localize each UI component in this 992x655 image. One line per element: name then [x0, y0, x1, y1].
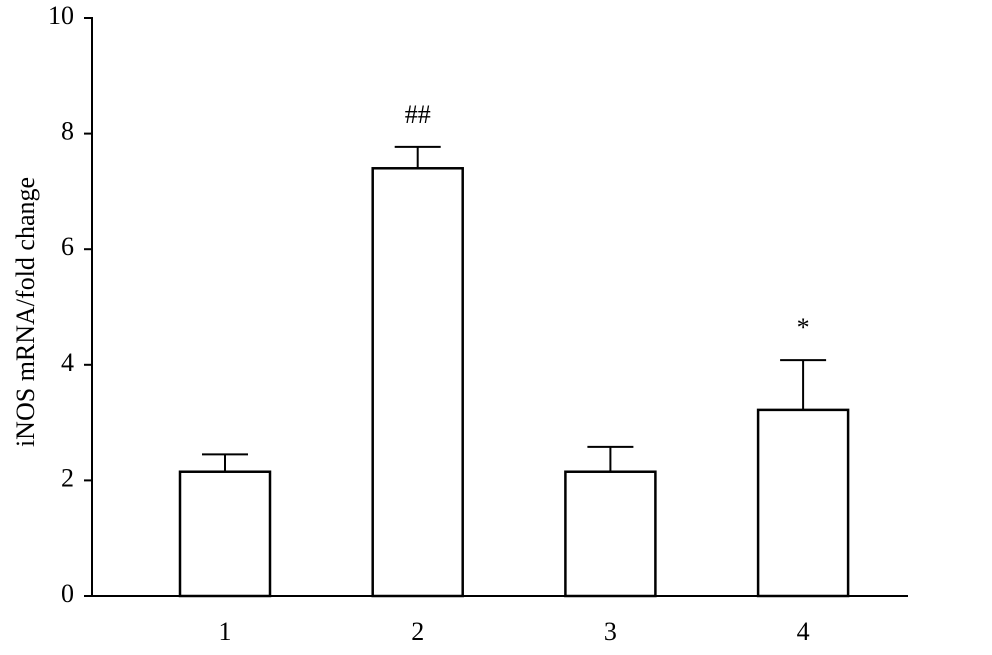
y-tick-label: 6: [61, 232, 74, 261]
x-tick-label: 4: [797, 617, 810, 646]
bar: [564, 470, 657, 598]
y-tick-label: 4: [61, 348, 74, 377]
y-tick-label: 0: [61, 579, 74, 608]
bar: [178, 470, 272, 598]
y-tick-label: 8: [61, 117, 74, 146]
bar: [371, 167, 464, 598]
significance-label: ##: [405, 100, 431, 129]
x-tick-label: 1: [219, 617, 232, 646]
y-tick-label: 10: [48, 1, 74, 30]
x-tick-label: 3: [604, 617, 617, 646]
y-axis-label: iNOS mRNA/fold change: [11, 177, 40, 447]
bar: [756, 408, 850, 598]
significance-label: *: [797, 313, 810, 342]
x-tick-label: 2: [411, 617, 424, 646]
y-tick-label: 2: [61, 463, 74, 492]
